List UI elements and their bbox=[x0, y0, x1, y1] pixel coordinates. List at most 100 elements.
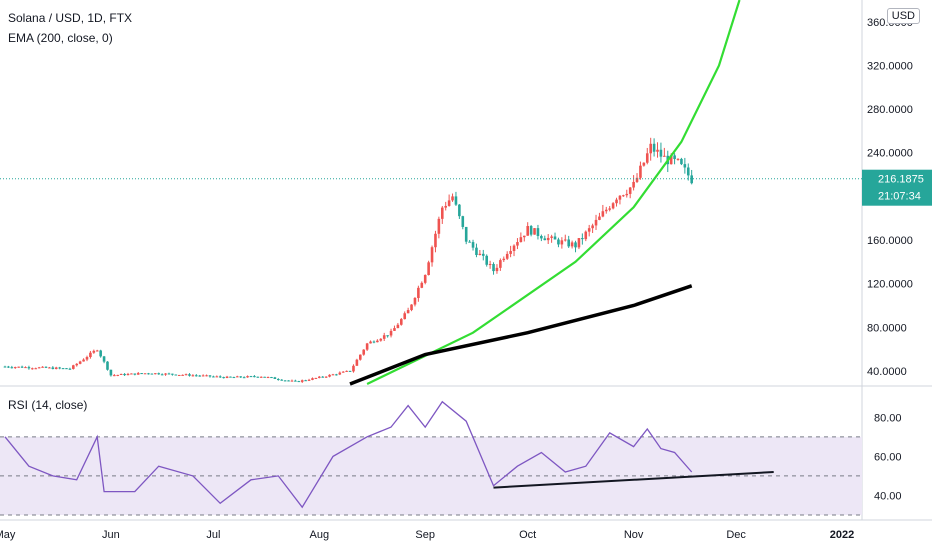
candle[interactable] bbox=[447, 194, 451, 207]
candle[interactable] bbox=[567, 235, 570, 248]
candle[interactable] bbox=[143, 373, 147, 375]
candle[interactable] bbox=[236, 375, 239, 378]
candle[interactable] bbox=[109, 369, 113, 377]
candle[interactable] bbox=[451, 193, 454, 202]
candle[interactable] bbox=[341, 371, 345, 373]
candle[interactable] bbox=[331, 373, 335, 376]
candle[interactable] bbox=[488, 260, 492, 269]
candle[interactable] bbox=[246, 375, 249, 378]
candle[interactable] bbox=[106, 361, 109, 371]
candle[interactable] bbox=[130, 373, 133, 375]
candle[interactable] bbox=[536, 224, 540, 240]
candle[interactable] bbox=[420, 281, 424, 289]
candle[interactable] bbox=[72, 364, 75, 370]
candle[interactable] bbox=[574, 240, 577, 253]
candle[interactable] bbox=[437, 216, 441, 239]
candle[interactable] bbox=[464, 226, 468, 245]
candle[interactable] bbox=[413, 297, 417, 307]
candle[interactable] bbox=[229, 376, 232, 378]
candle[interactable] bbox=[133, 373, 137, 376]
candle[interactable] bbox=[3, 365, 7, 368]
candle[interactable] bbox=[516, 238, 519, 250]
candle[interactable] bbox=[24, 366, 27, 369]
candle[interactable] bbox=[157, 372, 161, 375]
candle[interactable] bbox=[499, 258, 502, 271]
candle[interactable] bbox=[686, 163, 690, 181]
candle[interactable] bbox=[529, 224, 533, 237]
candle[interactable] bbox=[645, 147, 649, 165]
candle[interactable] bbox=[297, 380, 301, 383]
candle[interactable] bbox=[82, 358, 85, 362]
candle[interactable] bbox=[485, 254, 489, 267]
candle[interactable] bbox=[676, 158, 680, 161]
candle[interactable] bbox=[604, 206, 608, 214]
candle[interactable] bbox=[598, 212, 601, 221]
ema-200-line[interactable] bbox=[349, 284, 693, 386]
candle[interactable] bbox=[526, 222, 529, 236]
candle[interactable] bbox=[352, 364, 355, 373]
candle[interactable] bbox=[171, 373, 174, 376]
candle[interactable] bbox=[41, 366, 44, 368]
candle[interactable] bbox=[205, 374, 208, 377]
candle[interactable] bbox=[85, 355, 89, 362]
candle[interactable] bbox=[174, 374, 178, 376]
candle[interactable] bbox=[218, 375, 222, 378]
candle[interactable] bbox=[406, 307, 410, 314]
candle[interactable] bbox=[37, 366, 41, 369]
candle[interactable] bbox=[78, 360, 82, 365]
candle[interactable] bbox=[430, 245, 434, 267]
rsi-indicator-label[interactable]: RSI (14, close) bbox=[8, 398, 88, 412]
candle[interactable] bbox=[396, 323, 400, 329]
candle[interactable] bbox=[417, 285, 420, 302]
candle[interactable] bbox=[113, 374, 116, 377]
candle[interactable] bbox=[154, 373, 157, 375]
candle[interactable] bbox=[314, 377, 318, 380]
candle[interactable] bbox=[116, 374, 120, 377]
candle[interactable] bbox=[410, 304, 413, 312]
candle[interactable] bbox=[253, 375, 256, 378]
candle[interactable] bbox=[557, 237, 560, 248]
candle[interactable] bbox=[468, 239, 471, 243]
candle[interactable] bbox=[188, 373, 191, 377]
candle[interactable] bbox=[75, 363, 79, 367]
candle[interactable] bbox=[123, 373, 126, 376]
candle[interactable] bbox=[382, 332, 386, 341]
candle[interactable] bbox=[273, 376, 277, 380]
candle[interactable] bbox=[362, 349, 366, 356]
candle[interactable] bbox=[543, 235, 547, 241]
candle[interactable] bbox=[594, 214, 598, 230]
candle[interactable] bbox=[519, 232, 523, 243]
candle[interactable] bbox=[239, 376, 243, 378]
candle[interactable] bbox=[31, 367, 34, 370]
candle[interactable] bbox=[89, 350, 92, 359]
candle[interactable] bbox=[393, 325, 396, 331]
candle[interactable] bbox=[61, 367, 65, 370]
parabolic-curve-line[interactable] bbox=[366, 0, 741, 385]
candle[interactable] bbox=[126, 372, 130, 376]
candle[interactable] bbox=[639, 161, 642, 180]
candle[interactable] bbox=[659, 142, 663, 163]
candle[interactable] bbox=[389, 328, 393, 338]
candle[interactable] bbox=[212, 375, 215, 378]
candle[interactable] bbox=[608, 206, 611, 212]
candle[interactable] bbox=[522, 235, 526, 242]
candle[interactable] bbox=[44, 366, 48, 369]
candle[interactable] bbox=[434, 230, 437, 253]
candle[interactable] bbox=[563, 234, 567, 242]
candle[interactable] bbox=[147, 372, 150, 375]
candle[interactable] bbox=[17, 366, 20, 368]
candle[interactable] bbox=[642, 162, 646, 167]
candle[interactable] bbox=[277, 378, 280, 381]
candle[interactable] bbox=[587, 224, 591, 237]
candle[interactable] bbox=[136, 371, 140, 375]
candle[interactable] bbox=[324, 376, 328, 379]
currency-button[interactable]: USD bbox=[886, 8, 920, 24]
candle[interactable] bbox=[348, 370, 352, 372]
candle[interactable] bbox=[427, 260, 430, 276]
candle[interactable] bbox=[54, 366, 58, 370]
candle[interactable] bbox=[440, 205, 444, 224]
candle[interactable] bbox=[505, 251, 509, 260]
candle[interactable] bbox=[461, 215, 465, 230]
candle[interactable] bbox=[164, 373, 167, 376]
